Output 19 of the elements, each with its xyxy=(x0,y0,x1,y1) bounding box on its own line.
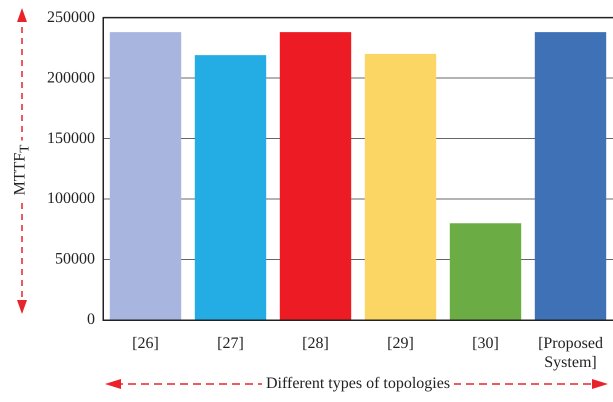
bar xyxy=(280,32,352,320)
x-axis-title: Different types of topologies xyxy=(262,375,454,393)
y-tick-label: 50000 xyxy=(55,250,95,268)
x-tick-label: [Proposed System] xyxy=(538,334,603,372)
bar xyxy=(194,55,266,320)
bar xyxy=(450,223,522,320)
bar xyxy=(534,32,606,320)
y-tick-label: 200000 xyxy=(47,69,95,86)
y-tick-label: 150000 xyxy=(47,130,95,147)
bar xyxy=(364,54,436,320)
x-tick-label: [26] xyxy=(132,334,159,352)
x-tick-label: [27] xyxy=(217,334,244,352)
x-tick-label: [29] xyxy=(387,334,414,352)
x-tick-label: [30] xyxy=(472,334,499,352)
y-tick-label: 0 xyxy=(87,311,95,328)
x-tick-label: [28] xyxy=(302,334,329,352)
y-tick-label: 100000 xyxy=(47,190,95,208)
y-tick-label: 250000 xyxy=(47,8,95,26)
bar xyxy=(110,32,182,320)
